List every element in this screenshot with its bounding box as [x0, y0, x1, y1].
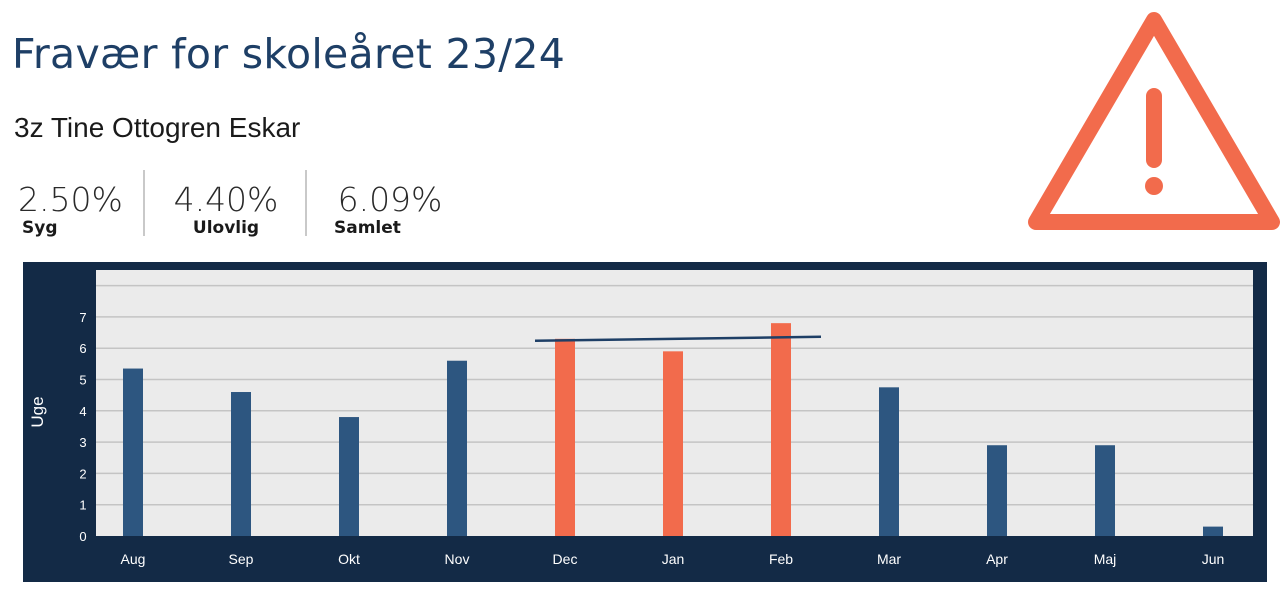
y-tick-label: 7: [79, 310, 86, 325]
x-tick-label: Mar: [877, 551, 901, 567]
stat-samlet-label: Samlet: [334, 218, 401, 238]
x-tick-label: Sep: [229, 551, 254, 567]
stat-syg-label: Syg: [22, 218, 58, 238]
bar-jan: [663, 351, 683, 536]
x-tick-label: Apr: [986, 551, 1008, 567]
bar-okt: [339, 417, 359, 536]
stat-samlet-value: 6.09%: [337, 180, 443, 219]
x-tick-label: Jan: [662, 551, 685, 567]
y-tick-label: 3: [79, 435, 86, 450]
bar-dec: [555, 338, 575, 536]
x-tick-label: Feb: [769, 551, 793, 567]
reference-line-stroke: [534, 335, 822, 343]
y-tick-label: 2: [79, 466, 86, 481]
x-tick-label: Aug: [121, 551, 146, 567]
x-tick-label: Jun: [1202, 551, 1225, 567]
warning-triangle-icon: [1028, 12, 1280, 230]
y-tick-label: 6: [79, 341, 86, 356]
stat-divider: [143, 170, 145, 236]
bar-chart: 0 1 2 3 4 5 6 7 Aug Sep Okt Nov Dec Jan Feb Mar Apr Maj J…: [28, 270, 1253, 567]
y-tick-label: 5: [79, 373, 86, 388]
x-tick-label: Okt: [338, 551, 360, 567]
x-tick-label: Dec: [553, 551, 578, 567]
stat-samlet: 6.09% Samlet: [334, 180, 446, 238]
y-axis-label: Uge: [28, 396, 47, 427]
stat-syg: 2.50% Syg: [18, 180, 123, 238]
stat-ulovlig-label: Ulovlig: [192, 218, 260, 238]
y-axis: 0 1 2 3 4 5 6 7: [79, 310, 86, 544]
bar-jun: [1203, 526, 1223, 536]
x-tick-label: Nov: [445, 551, 470, 567]
x-tick-label: Maj: [1094, 551, 1117, 567]
chart-panel: 0 1 2 3 4 5 6 7 Aug Sep Okt Nov Dec Jan Feb Mar Apr Maj J…: [23, 262, 1267, 582]
stat-divider: [305, 170, 307, 236]
bars: [123, 323, 1223, 536]
stat-ulovlig: 4.40% Ulovlig: [166, 180, 286, 238]
bar-nov: [447, 360, 467, 536]
bar-maj: [1095, 445, 1115, 536]
bar-mar: [879, 387, 899, 536]
x-axis: Aug Sep Okt Nov Dec Jan Feb Mar Apr Maj Jun: [121, 551, 1225, 567]
reference-line: [534, 335, 822, 343]
stat-ulovlig-value: 4.40%: [173, 180, 279, 219]
student-name: 3z Tine Ottogren Eskar: [14, 112, 301, 143]
y-tick-label: 0: [79, 529, 86, 544]
y-tick-label: 4: [79, 404, 86, 419]
bar-aug: [123, 368, 143, 536]
bar-apr: [987, 445, 1007, 536]
page-title: Fravær for skoleåret 23/24: [12, 30, 566, 78]
y-tick-label: 1: [79, 498, 86, 513]
bar-feb: [771, 323, 791, 536]
stat-syg-value: 2.50%: [18, 180, 123, 219]
bar-sep: [231, 392, 251, 536]
